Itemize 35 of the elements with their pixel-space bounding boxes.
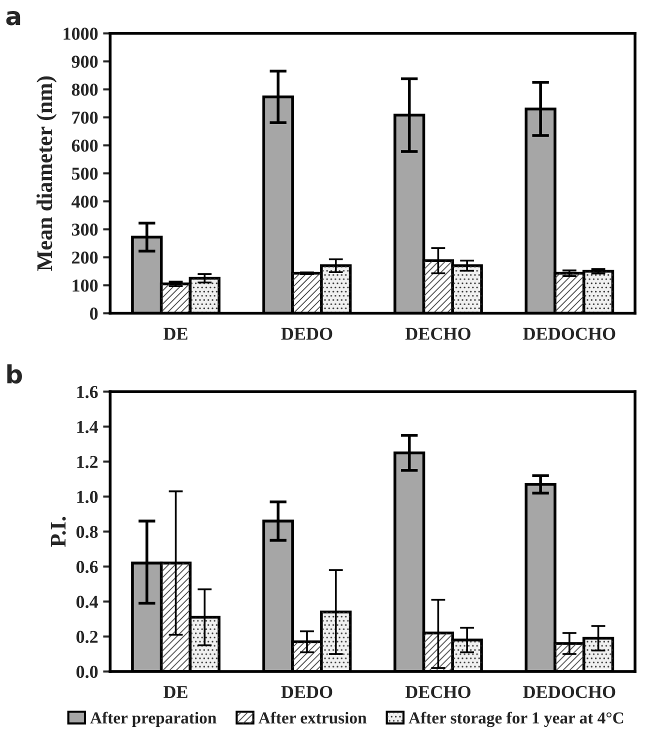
y-tick-label: 0.4 [76, 596, 98, 608]
x-tick-label: DECHO [405, 328, 470, 340]
y-tick-label: 0.8 [76, 526, 98, 538]
x-tick-label: DEDO [281, 328, 332, 340]
x-tick-label: DEDOCHO [523, 328, 616, 340]
y-tick-label: 0.0 [76, 666, 98, 678]
y-tick-label: 500 [72, 168, 98, 180]
y-axis-title: Mean diameter (nm) [36, 76, 57, 271]
chart-title: a [6, 11, 20, 26]
x-tick-label: DEDOCHO [523, 686, 616, 698]
x-tick-label: DECHO [405, 686, 470, 698]
y-tick-label: 1000 [64, 28, 98, 40]
y-tick-label: 1.0 [77, 490, 98, 504]
y-tick-label: 200 [72, 252, 98, 264]
y-tick-label: 1.2 [77, 456, 98, 468]
y-tick-label: 900 [72, 56, 98, 68]
x-tick-label: DE [164, 686, 188, 698]
y-axis-title: P.I. [50, 516, 66, 547]
y-tick-label: 1.6 [77, 386, 98, 398]
y-tick-label: 400 [72, 196, 98, 208]
y-tick-label: 100 [72, 280, 98, 292]
legend-label: After extrusion [258, 712, 367, 724]
y-tick-label: 300 [72, 224, 98, 236]
legend-label: After storage for 1 year at 4°C [408, 712, 624, 728]
y-tick-label: 600 [72, 140, 98, 152]
legend-label: After preparation [90, 712, 216, 727]
y-tick-label: 0.6 [76, 560, 98, 574]
y-tick-label: 700 [72, 112, 98, 124]
y-tick-label: 1.4 [77, 420, 98, 434]
y-tick-label: 0.2 [76, 630, 98, 644]
x-tick-label: DE [164, 328, 188, 340]
y-tick-label: 800 [72, 84, 98, 96]
chart-title: b [7, 364, 22, 384]
x-tick-label: DEDO [281, 686, 332, 698]
y-tick-label: 0 [90, 308, 98, 320]
